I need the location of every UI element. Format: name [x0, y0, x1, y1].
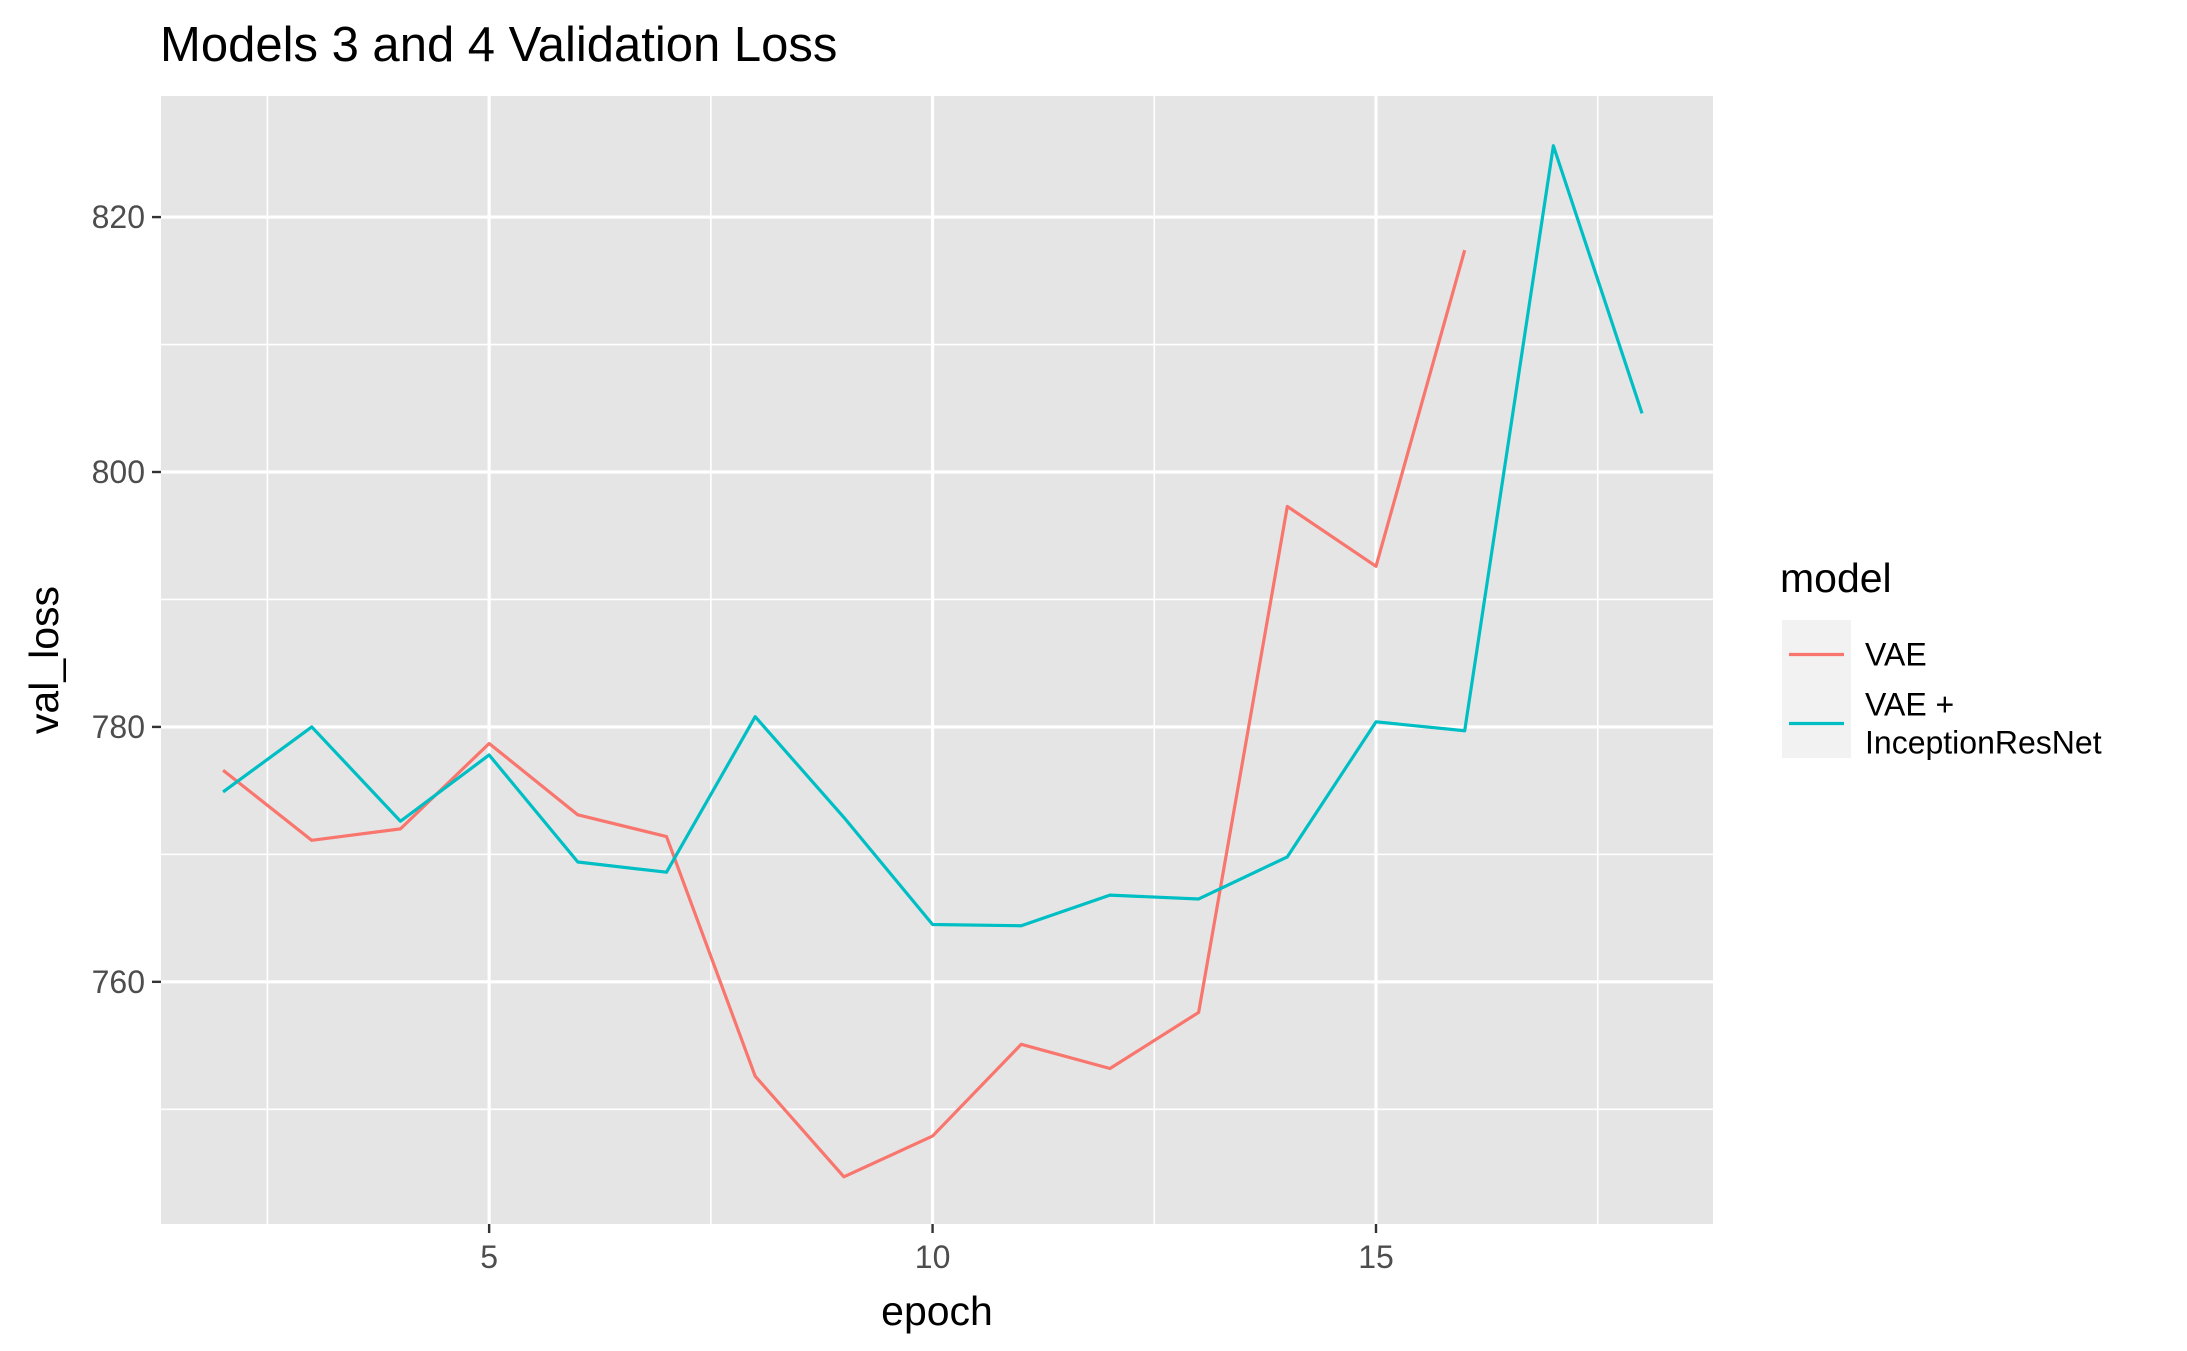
- y-tick-label: 760: [92, 964, 145, 1000]
- x-tick-label: 5: [480, 1239, 498, 1275]
- x-axis-title: epoch: [881, 1288, 993, 1334]
- y-tick-label: 800: [92, 454, 145, 490]
- legend-label: VAE +: [1865, 687, 1954, 723]
- y-tick-label: 780: [92, 709, 145, 745]
- major-gridlines: [161, 96, 1713, 1224]
- y-axis: 760 780 800 820: [92, 199, 161, 1000]
- x-axis: 5 10 15: [480, 1224, 1394, 1275]
- x-tick-label: 15: [1358, 1239, 1394, 1275]
- plot-panel: [161, 96, 1713, 1224]
- series-lines: [222, 144, 1644, 1179]
- legend-label: InceptionResNet: [1865, 725, 2102, 761]
- legend-title: model: [1780, 555, 1892, 601]
- series-line-vae-inceptionresnet: [222, 144, 1644, 928]
- chart-title: Models 3 and 4 Validation Loss: [160, 18, 837, 72]
- x-tick-label: 10: [915, 1239, 951, 1275]
- y-tick-label: 820: [92, 199, 145, 235]
- legend-label: VAE: [1865, 637, 1927, 673]
- y-axis-title: val_loss: [21, 586, 67, 734]
- legend: model VAE VAE +InceptionResNet: [1780, 555, 2102, 761]
